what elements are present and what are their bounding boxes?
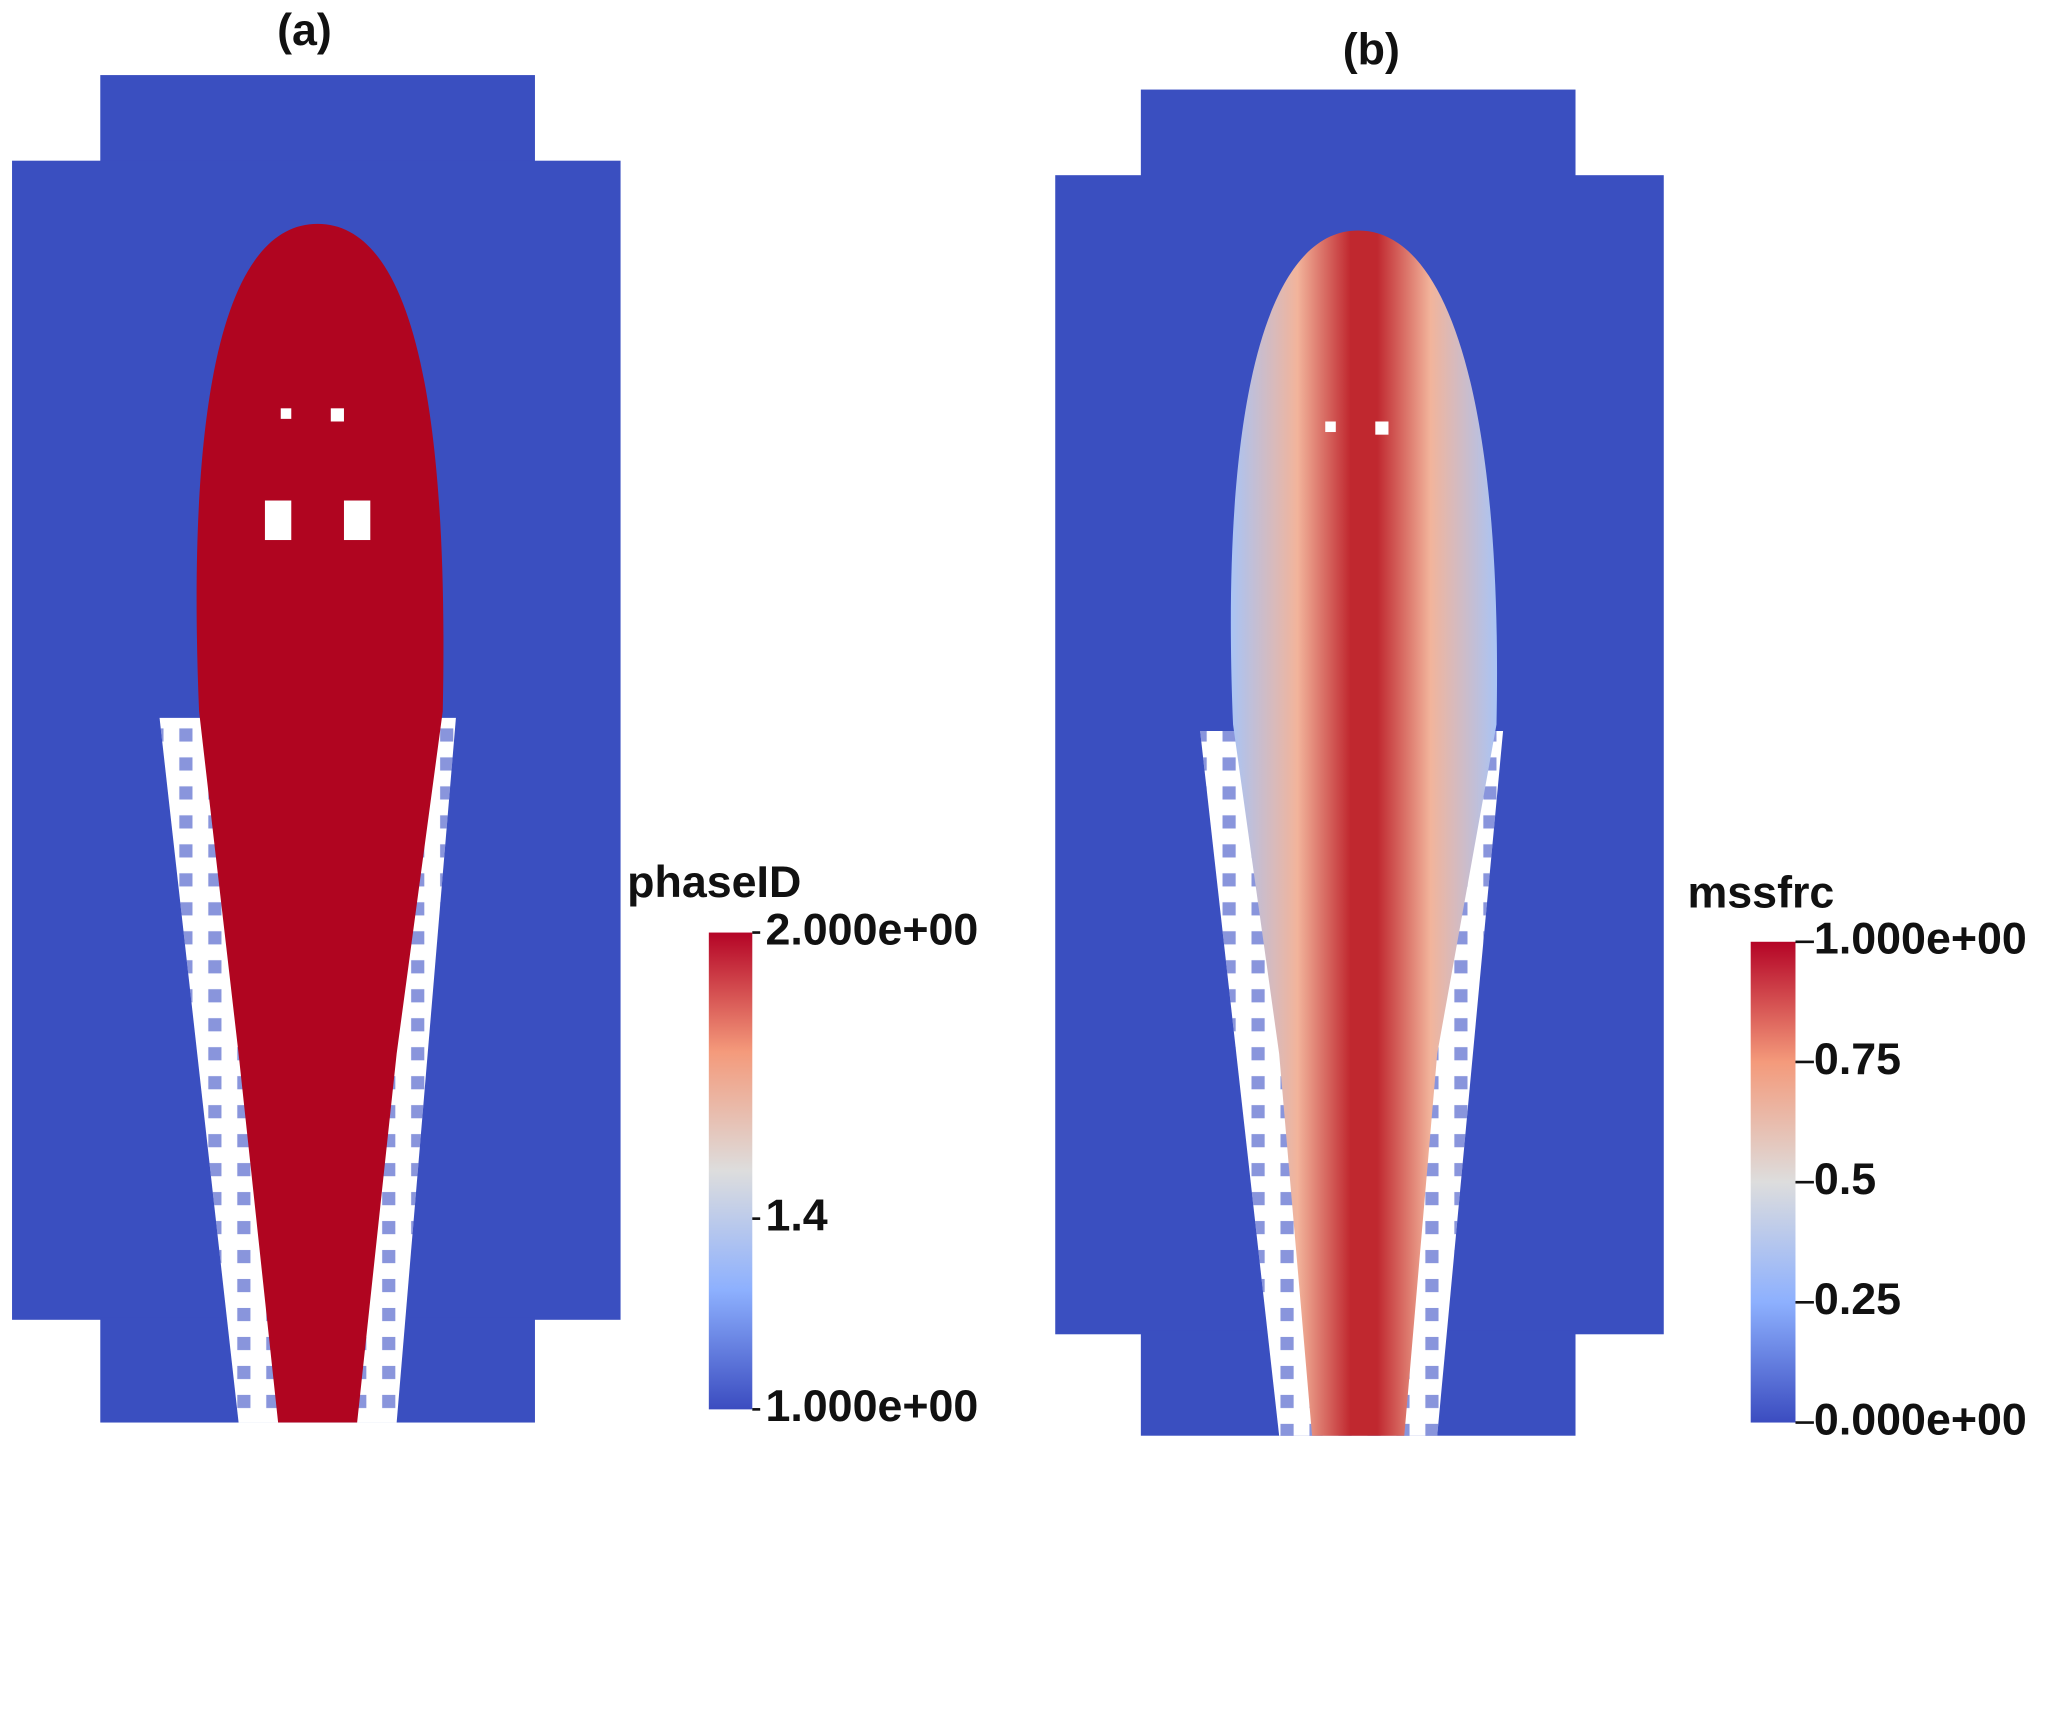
colorbar-tick-label: 1.000e+00 <box>765 1381 978 1431</box>
colorbar-tick-label: 0.75 <box>1814 1034 1901 1084</box>
panel-b-domain <box>1055 89 1664 1436</box>
colorbar-tick-label: 2.000e+00 <box>765 904 978 954</box>
colorbar-title: mssfrc <box>1687 868 1834 918</box>
panel-label: (b) <box>1343 25 1400 75</box>
colorbar-tick-label: 1.000e+00 <box>1814 914 2027 964</box>
colorbar-tick-label: 0.5 <box>1814 1154 1876 1204</box>
colorbar <box>1750 941 1796 1423</box>
panel-label: (a) <box>277 5 332 55</box>
panel-a-domain <box>12 75 621 1423</box>
colorbar <box>708 932 753 1410</box>
colorbar-tick-label: 0.25 <box>1814 1274 1901 1324</box>
colorbar-tick-label: 0.000e+00 <box>1814 1394 2027 1444</box>
colorbar-title: phaseID <box>627 857 801 907</box>
colorbar-tick-label: 1.4 <box>765 1190 827 1240</box>
